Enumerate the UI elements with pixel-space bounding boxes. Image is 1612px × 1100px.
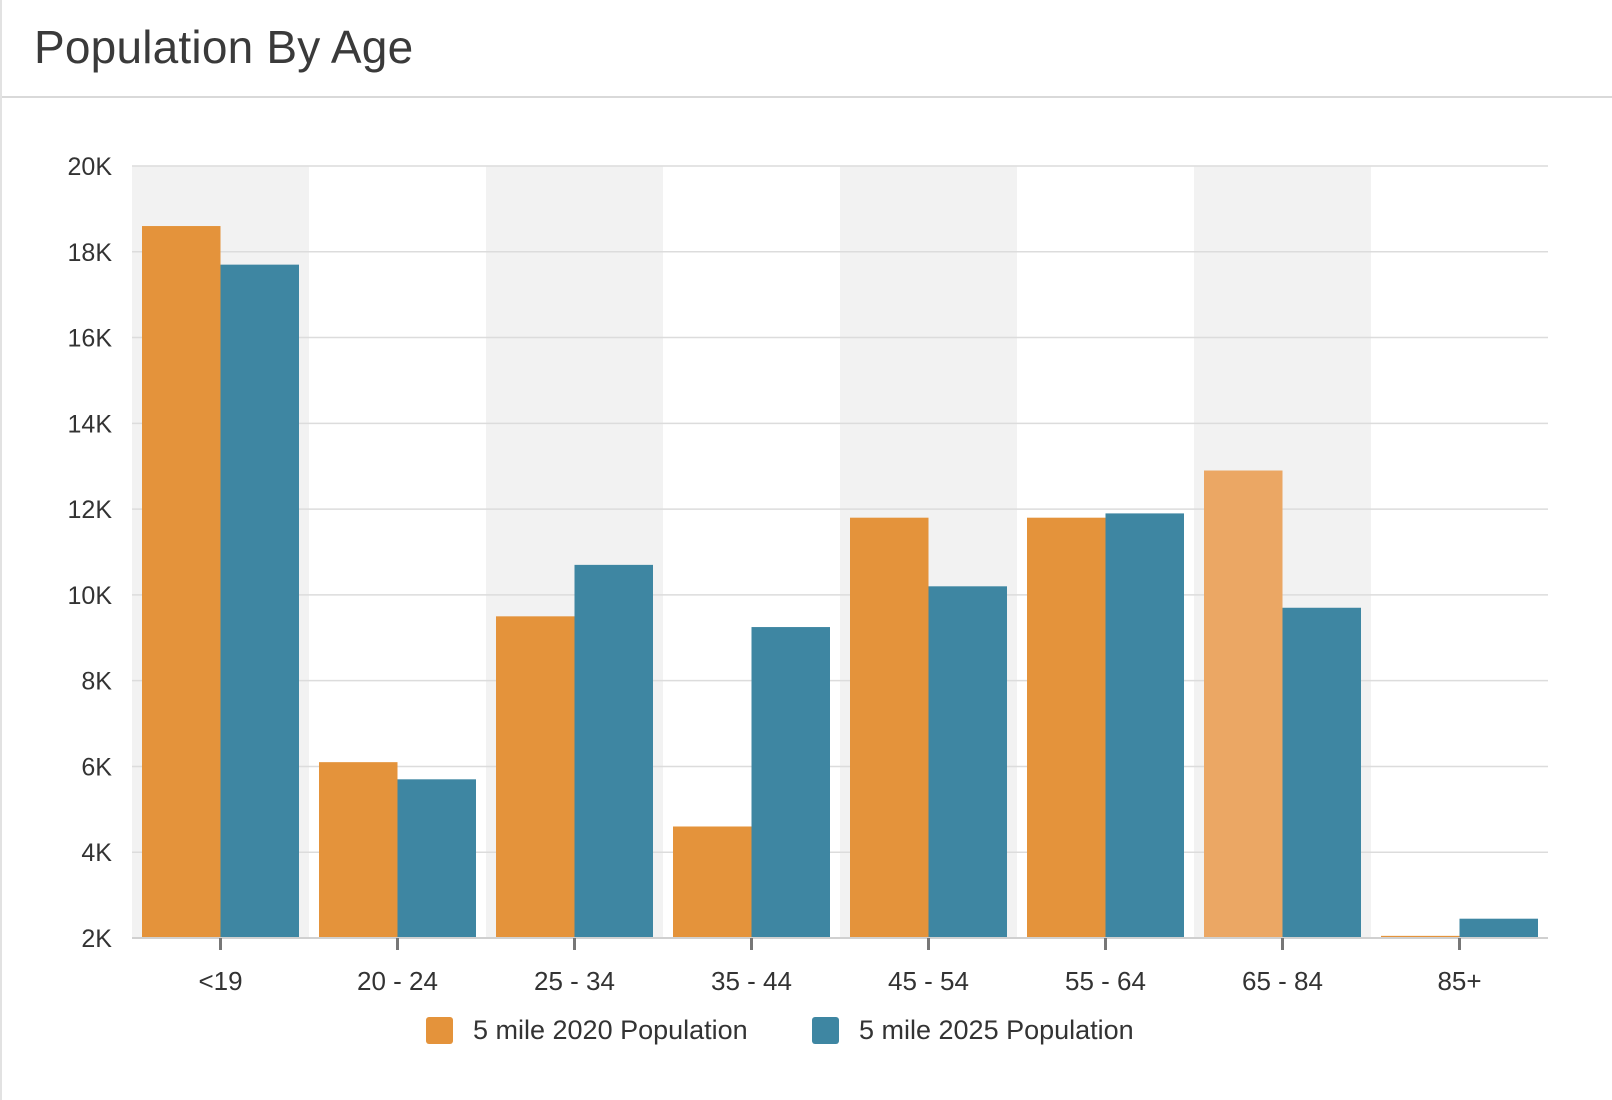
bar-2020-35-44[interactable] bbox=[673, 826, 752, 938]
legend-item-2020[interactable]: 5 mile 2020 Population bbox=[426, 1005, 748, 1055]
x-tick-label: 55 - 64 bbox=[1065, 966, 1146, 996]
x-axis: <19 20 - 24 25 - 34 35 - 44 45 - 54 55 - 64 65… bbox=[132, 937, 1548, 996]
y-tick-label: 8K bbox=[81, 668, 112, 696]
x-tick-label: 65 - 84 bbox=[1242, 966, 1323, 996]
y-tick-label: 18K bbox=[68, 239, 113, 267]
y-tick-label: 20K bbox=[68, 153, 113, 181]
bar-2020-65-84[interactable] bbox=[1204, 470, 1283, 938]
x-tick-label: 20 - 24 bbox=[357, 966, 438, 996]
legend-swatch-2020 bbox=[426, 1016, 453, 1044]
legend-label-2020: 5 mile 2020 Population bbox=[473, 1014, 748, 1045]
bar-2025-35-44[interactable] bbox=[751, 627, 831, 938]
legend: 5 mile 2020 Population 5 mile 2025 Popul… bbox=[2, 1005, 1612, 1055]
bars bbox=[142, 226, 1539, 939]
y-tick-label: 12K bbox=[68, 496, 113, 524]
y-axis-labels: 2K 4K 6K 8K 10K 12K 14K 16K 18K 20K bbox=[68, 153, 113, 953]
x-tick-label: 85+ bbox=[1437, 966, 1481, 996]
bar-2025-45-54[interactable] bbox=[928, 586, 1008, 938]
legend-swatch-2025 bbox=[812, 1016, 839, 1044]
bar-2025-55-64[interactable] bbox=[1105, 513, 1185, 938]
x-tick-label: 35 - 44 bbox=[711, 966, 792, 996]
y-tick-label: 10K bbox=[68, 582, 113, 610]
y-tick-label: 14K bbox=[68, 410, 113, 438]
panel-header: Population By Age bbox=[2, 0, 1612, 98]
bar-2025-65-84[interactable] bbox=[1282, 607, 1362, 938]
bar-2025-25-34[interactable] bbox=[574, 564, 654, 938]
y-tick-label: 16K bbox=[68, 325, 113, 353]
x-tick-label: <19 bbox=[198, 966, 242, 996]
chart-title: Population By Age bbox=[34, 21, 414, 73]
y-tick-label: 2K bbox=[81, 925, 112, 953]
x-tick-label: 45 - 54 bbox=[888, 966, 969, 996]
bar-2020-20-24[interactable] bbox=[319, 762, 398, 938]
bar-2020-45-54[interactable] bbox=[850, 517, 929, 938]
bar-2020-19[interactable] bbox=[142, 226, 221, 939]
bar-2025-85[interactable] bbox=[1459, 918, 1539, 938]
legend-label-2025: 5 mile 2025 Population bbox=[859, 1014, 1134, 1045]
bar-chart: 2K 4K 6K 8K 10K 12K 14K 16K 18K 20K <19 20 - 24 25 … bbox=[68, 153, 1548, 996]
y-tick-label: 4K bbox=[81, 839, 112, 867]
x-tick-label: 25 - 34 bbox=[534, 966, 615, 996]
legend-item-2025[interactable]: 5 mile 2025 Population bbox=[812, 1005, 1134, 1055]
bar-2020-55-64[interactable] bbox=[1027, 517, 1106, 938]
bar-2025-20-24[interactable] bbox=[397, 779, 477, 938]
bar-2020-25-34[interactable] bbox=[496, 616, 575, 938]
bar-2025-19[interactable] bbox=[220, 264, 300, 939]
y-tick-label: 6K bbox=[81, 753, 112, 781]
bar-2020-85[interactable] bbox=[1381, 935, 1460, 938]
